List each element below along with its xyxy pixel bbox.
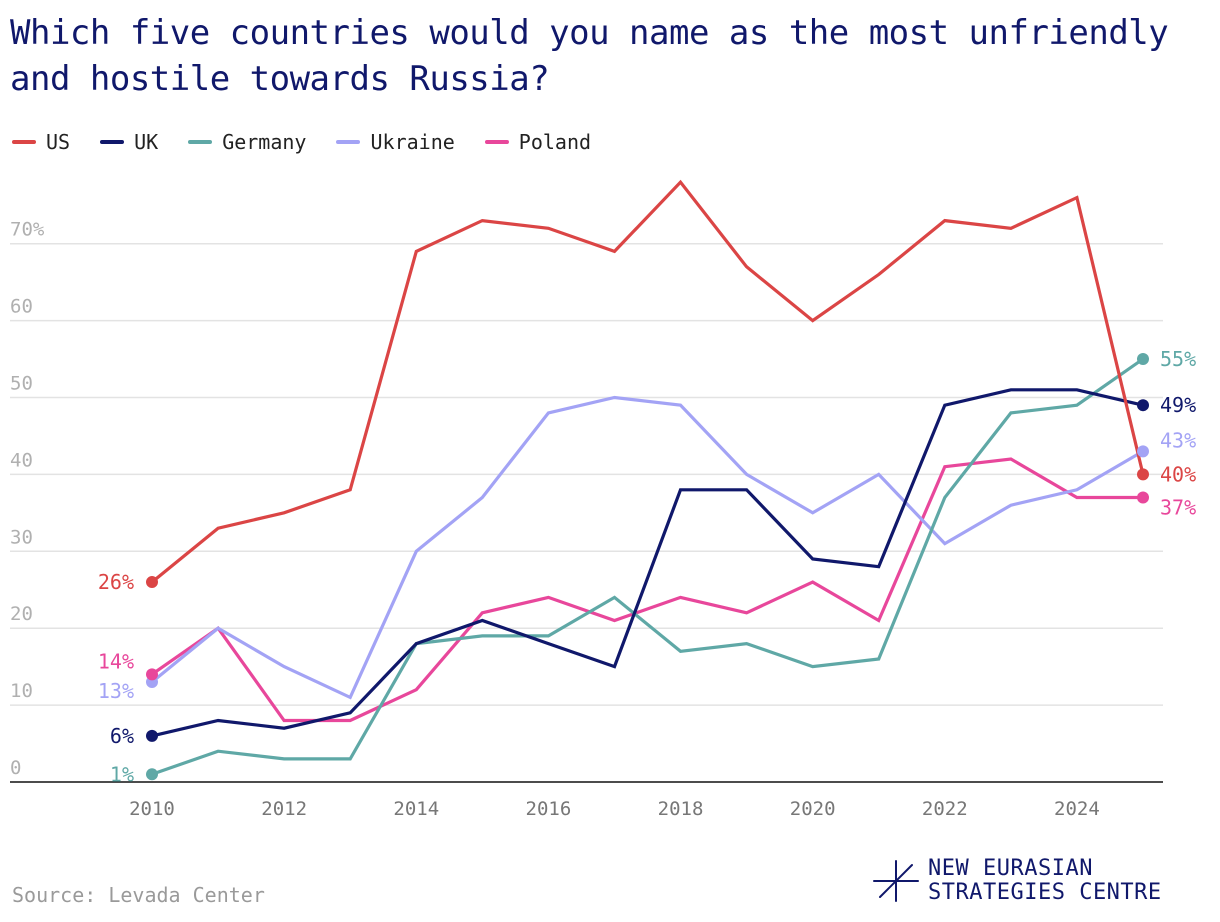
source-note: Source: Levada Center [12,883,265,907]
end-label-uk: 49% [1160,393,1196,417]
legend-swatch-poland [484,140,509,144]
y-tick-label-0: 0 [10,757,21,779]
logo-line-1: NEW EURASIAN [928,856,1093,881]
legend-swatch-germany [188,140,213,144]
legend-label-poland: Poland [518,130,592,154]
start-dot-uk [146,729,158,742]
start-dot-germany [146,768,158,781]
legend-swatch-us [12,140,36,144]
y-tick-label-70: 70% [10,219,45,241]
start-dot-us [146,576,158,589]
series-line-poland [150,457,1145,723]
legend-item-ukraine: Ukraine [336,130,455,154]
x-tick-label-2016: 2016 [526,798,572,820]
x-tick-label-2010: 2010 [129,798,175,820]
legend-item-uk: UK [100,130,158,154]
end-dot-uk [1137,399,1149,412]
x-tick-label-2020: 2020 [790,798,836,820]
legend-item-us: US [12,130,70,154]
series-line-ukraine [150,395,1145,700]
series-line-us [150,179,1145,584]
y-tick-label-10: 10 [10,680,33,702]
asterisk-star-icon [873,860,919,902]
legend-label-us: US [46,130,71,154]
legend-swatch-uk [100,140,125,144]
chart-legend: US UK Germany Ukraine Poland [12,128,591,156]
start-label-germany: 1% [110,762,134,786]
x-tick-label-2022: 2022 [922,798,968,820]
y-tick-label-50: 50 [10,373,33,395]
end-dot-us [1137,468,1149,481]
start-dot-poland [146,668,158,681]
x-tick-label-2014: 2014 [393,798,439,820]
y-tick-label-40: 40 [10,449,33,471]
legend-item-poland: Poland [484,130,592,154]
legend-item-germany: Germany [188,130,306,154]
x-tick-label-2024: 2024 [1054,798,1100,820]
chart-title: Which five countries would you name as t… [10,13,1169,99]
legend-label-uk: UK [134,130,159,154]
end-label-ukraine: 43% [1160,428,1196,452]
series-line-uk [150,388,1145,738]
end-label-us: 40% [1160,462,1196,486]
y-tick-label-30: 30 [10,526,33,548]
series-line-germany [150,357,1145,776]
start-label-ukraine: 13% [98,679,134,703]
y-tick-label-20: 20 [10,603,33,625]
legend-swatch-ukraine [336,140,361,144]
end-label-poland: 37% [1160,495,1196,519]
legend-label-ukraine: Ukraine [370,130,455,154]
legend-label-germany: Germany [222,130,307,154]
end-dot-poland [1137,491,1149,504]
start-label-poland: 14% [98,649,134,673]
start-label-uk: 6% [110,724,134,748]
y-tick-label-60: 60 [10,296,33,318]
logo-line-2: STRATEGIES CENTRE [928,880,1162,905]
start-label-us: 26% [98,570,134,594]
end-dot-ukraine [1137,445,1149,458]
end-dot-germany [1137,353,1149,366]
end-label-germany: 55% [1160,347,1196,371]
x-tick-label-2012: 2012 [261,798,307,820]
x-tick-label-2018: 2018 [658,798,704,820]
brand-logo: NEW EURASIAN STRATEGIES CENTRE [872,857,1162,905]
